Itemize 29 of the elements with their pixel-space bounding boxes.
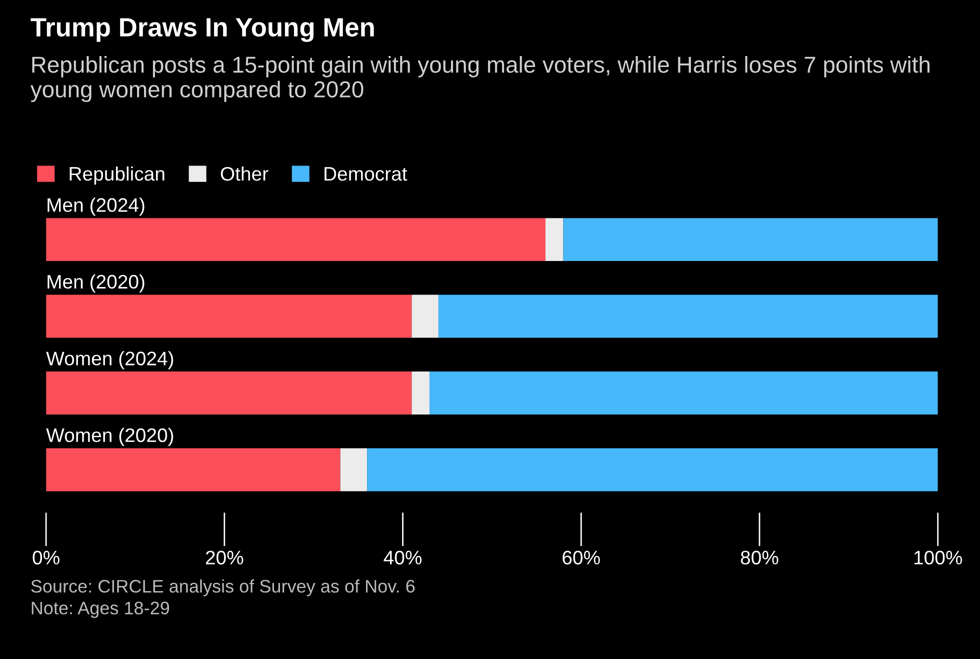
chart-subtitle: Republican posts a 15-point gain with young male voters, while Harris loses 7 points with young women compared to 2020 — [30, 56, 930, 102]
bar — [46, 448, 340, 492]
x-tick-label: 80% — [740, 550, 778, 564]
bar — [412, 294, 438, 338]
bar — [430, 372, 938, 414]
legend-label: Democrat — [324, 167, 408, 181]
text: Note: Ages 18-29 — [32, 602, 170, 618]
x-tick-label: 20% — [206, 550, 244, 564]
x-tick-label: 60% — [562, 550, 600, 564]
x-tick-label: 100% — [914, 550, 962, 564]
bar — [340, 448, 368, 492]
chart-title: Trump Draws In Young Men — [30, 18, 374, 42]
y-tick-label: Men (2020) — [48, 274, 144, 292]
bar — [438, 294, 938, 338]
bar — [412, 372, 430, 414]
bar — [46, 218, 546, 262]
x-tick-label: 0% — [32, 550, 60, 564]
x-tick-label: 40% — [384, 550, 422, 564]
y-tick-label: Men (2024) — [48, 198, 144, 216]
bar — [545, 218, 564, 262]
bar — [563, 218, 938, 262]
y-tick-label: Women (2024) — [46, 351, 174, 370]
source-note: Source: CIRCLE analysis of Survey as of Nov. 6 — [31, 579, 415, 596]
bar — [46, 372, 412, 414]
legend-label: Other — [220, 166, 268, 181]
legend-label: Republican — [70, 166, 164, 185]
bar — [367, 448, 938, 492]
bar — [46, 294, 412, 338]
y-tick-label: Women (2020) — [46, 428, 174, 446]
